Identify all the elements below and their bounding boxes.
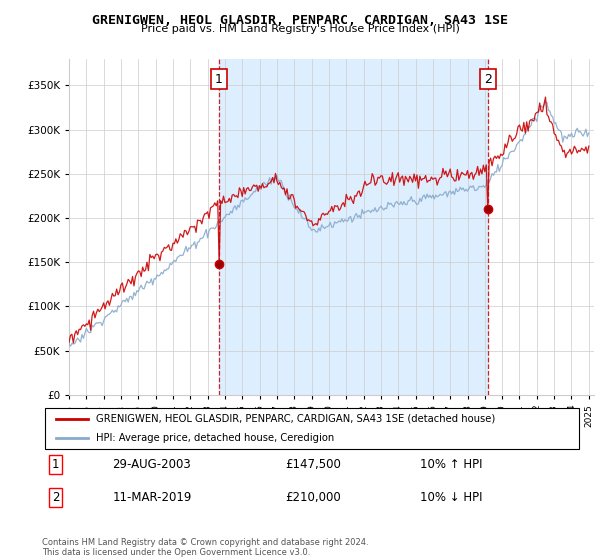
Text: 11-MAR-2019: 11-MAR-2019: [112, 491, 191, 504]
Text: GRENIGWEN, HEOL GLASDIR, PENPARC, CARDIGAN, SA43 1SE (detached house): GRENIGWEN, HEOL GLASDIR, PENPARC, CARDIG…: [96, 413, 495, 423]
Text: Price paid vs. HM Land Registry's House Price Index (HPI): Price paid vs. HM Land Registry's House …: [140, 24, 460, 34]
Text: Contains HM Land Registry data © Crown copyright and database right 2024.
This d: Contains HM Land Registry data © Crown c…: [42, 538, 368, 557]
Text: 1: 1: [215, 73, 223, 86]
Bar: [219, 59, 488, 395]
Text: 10% ↓ HPI: 10% ↓ HPI: [420, 491, 482, 504]
Text: 2: 2: [484, 73, 492, 86]
Text: 29-AUG-2003: 29-AUG-2003: [112, 458, 191, 472]
Text: £147,500: £147,500: [285, 458, 341, 472]
Text: £210,000: £210,000: [285, 491, 341, 504]
Text: 10% ↑ HPI: 10% ↑ HPI: [420, 458, 482, 472]
Text: HPI: Average price, detached house, Ceredigion: HPI: Average price, detached house, Cere…: [96, 433, 334, 444]
FancyBboxPatch shape: [45, 408, 580, 449]
Text: 2: 2: [52, 491, 59, 504]
Text: GRENIGWEN, HEOL GLASDIR, PENPARC, CARDIGAN, SA43 1SE: GRENIGWEN, HEOL GLASDIR, PENPARC, CARDIG…: [92, 14, 508, 27]
Text: 1: 1: [52, 458, 59, 472]
